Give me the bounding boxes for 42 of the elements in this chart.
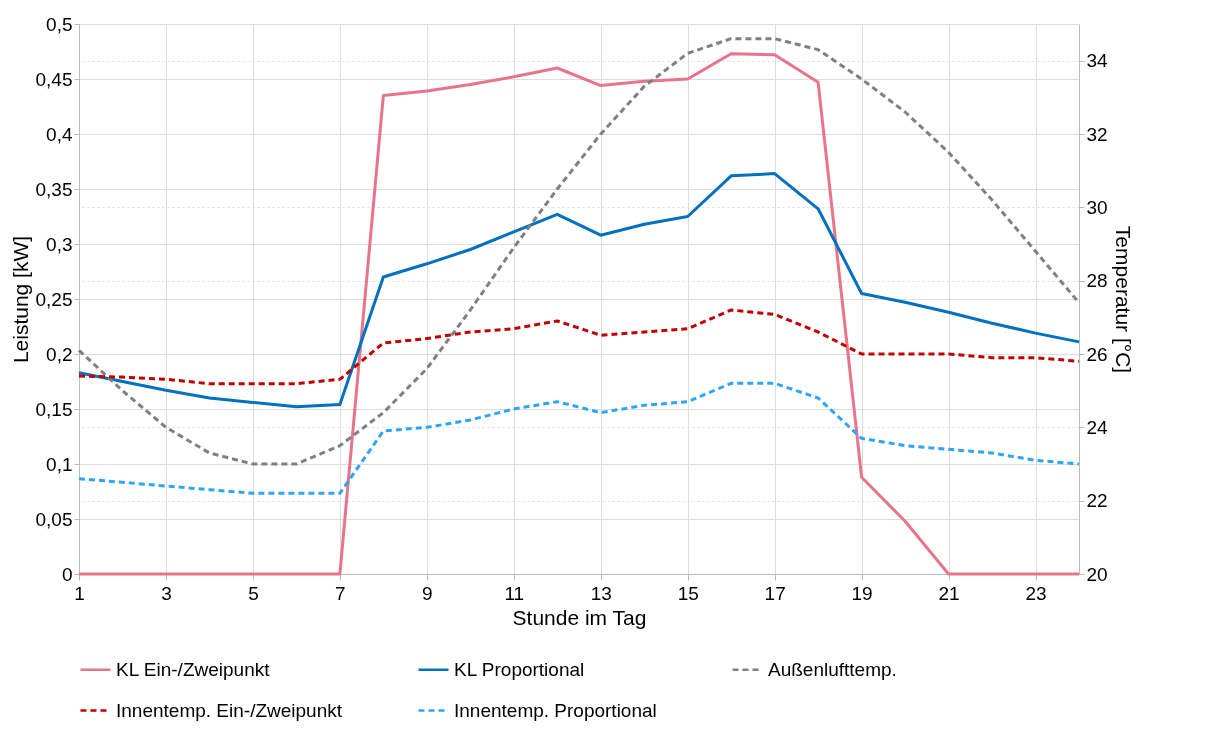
y2-tick-label: 26 [1086,343,1108,365]
x-tick-label: 3 [161,582,172,604]
y2-tick-label: 20 [1086,563,1108,585]
y-tick-label: 0,05 [35,508,73,530]
y2-tick-label: 28 [1086,270,1108,292]
legend-label: KL Proportional [454,658,585,680]
y2-tick-label: 30 [1086,196,1108,218]
legend-label: KL Ein-/Zweipunkt [116,658,271,680]
legend-label: Innentemp. Proportional [454,699,657,721]
legend-label: Außenlufttemp. [768,658,897,680]
y-tick-label: 0,1 [46,453,73,475]
y2-tick-label: 24 [1086,416,1109,438]
x-tick-label: 13 [590,582,612,604]
x-tick-label: 11 [504,582,525,604]
x-tick-label: 7 [335,582,346,604]
x-axis-title: Stunde im Tag [512,605,647,629]
y2-tick-label: 34 [1086,50,1109,72]
x-tick-label: 17 [764,582,786,604]
x-tick-label: 19 [851,582,873,604]
y-tick-label: 0,15 [35,398,73,420]
y-tick-label: 0,45 [35,68,73,90]
line-series [77,172,1081,409]
x-tick-label: 5 [248,582,259,604]
y2-tick-label: 32 [1086,123,1108,145]
line-series [77,308,1081,386]
legend-label: Innentemp. Ein-/Zweipunkt [116,699,343,721]
y-tick-label: 0 [61,563,73,585]
x-tick-label: 9 [422,582,433,604]
x-tick-label: 15 [677,582,699,604]
x-tick-label: 1 [74,582,85,604]
y-tick-label: 0,3 [46,233,73,255]
y-tick-label: 0,35 [35,178,73,200]
y2-tick-label: 22 [1086,490,1108,512]
line-series [77,381,1081,495]
y-tick-label: 0,4 [46,123,73,145]
y-tick-label: 0,2 [46,343,73,365]
y-axis-title: Leistung [kW] [8,235,32,364]
y-tick-label: 0,25 [35,288,73,310]
y2-axis-title: Temperatur [°C] [1111,225,1135,374]
x-tick-label: 23 [1025,582,1047,604]
y-tick-label: 0,5 [46,13,73,35]
x-tick-label: 21 [938,582,960,604]
